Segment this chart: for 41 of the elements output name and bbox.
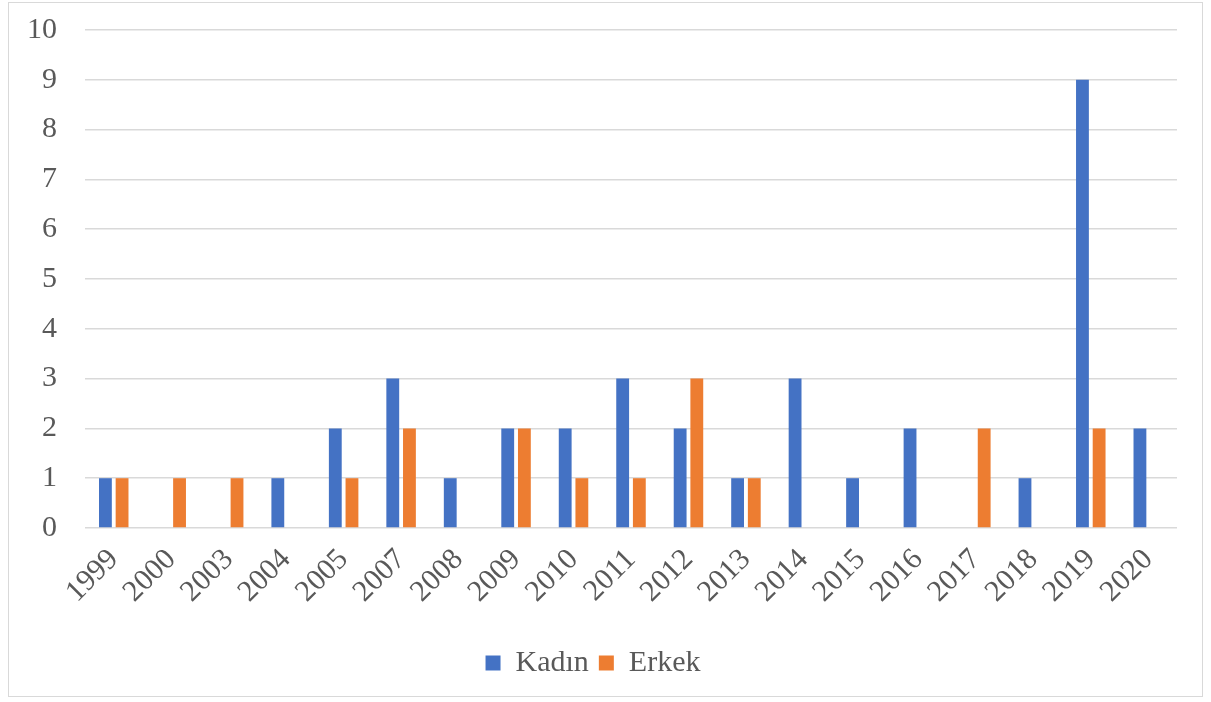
bar [386,378,400,528]
bar [616,378,630,528]
bar [345,478,359,528]
bar [731,478,745,528]
bar [1018,478,1032,528]
bar [846,478,859,528]
bar [788,378,802,528]
legend-label: Erkek [628,643,701,677]
bar [575,478,589,528]
bar [690,378,704,528]
bar [673,428,687,528]
bar [517,428,531,528]
y-tick-label: 7 [42,160,57,194]
y-tick-label: 3 [42,359,57,393]
bar [443,478,457,528]
bar [632,478,646,528]
bar [328,428,342,528]
bar [1092,428,1106,528]
y-tick-label: 10 [27,10,57,44]
bar [115,478,129,528]
y-tick-label: 9 [42,60,57,94]
y-tick-label: 0 [42,508,57,542]
bar [558,428,572,528]
legend-label: Kadın [515,643,589,677]
bar [977,428,991,528]
bar [98,478,112,528]
y-tick-label: 8 [42,110,57,144]
bar [903,428,917,528]
bar [1133,428,1147,528]
y-tick-label: 6 [42,210,57,244]
y-tick-label: 1 [42,459,57,493]
y-tick-label: 5 [42,259,57,293]
bar [501,428,515,528]
bar [747,478,761,528]
bar [230,478,244,528]
y-tick-label: 4 [42,309,57,343]
bar [1076,79,1089,528]
bar [173,478,186,528]
y-tick-label: 2 [42,409,57,443]
bar [403,428,416,528]
bar [271,478,285,528]
